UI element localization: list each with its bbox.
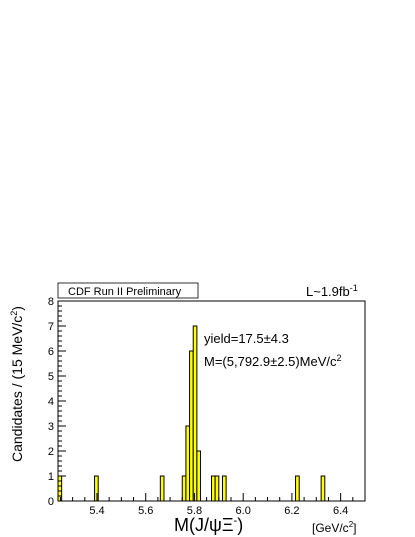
histogram-bin (159, 475, 165, 502)
histogram-bin (185, 425, 191, 502)
y-tick-label: 7 (48, 321, 54, 333)
y-tick-label: 2 (48, 446, 54, 458)
histogram-bin (196, 450, 202, 502)
histogram-bin (57, 475, 63, 502)
x-tick-label: 6.2 (284, 505, 299, 517)
x-tick-label: 6.0 (236, 505, 251, 517)
y-tick-label: 1 (48, 471, 54, 483)
x-tick-label: 6.4 (333, 505, 348, 517)
y-tick-label: 6 (48, 346, 54, 358)
histogram-bin (211, 475, 216, 502)
x-axis-label: M(J/ψΞ-) (174, 515, 243, 535)
luminosity-label: L~1.9fb-1 (306, 283, 358, 299)
y-tick-label: 5 (48, 371, 54, 383)
chart-title: CDF Run II Preliminary (68, 286, 182, 298)
histogram-bin (221, 475, 227, 502)
histogram-bin (189, 350, 194, 502)
x-tick-label: 5.8 (187, 505, 202, 517)
histogram-bin (320, 475, 326, 502)
axis-ticks: 5.4 5.6 5.8 6.0 6.2 6.4 0 1 2 3 4 5 6 7 8 (48, 296, 366, 517)
y-tick-label: 3 (48, 421, 54, 433)
histogram-bin (94, 475, 99, 502)
histogram-bin (192, 325, 198, 502)
y-tick-label: 0 (48, 496, 54, 508)
yield-annotation: yield=17.5±4.3 (204, 331, 289, 346)
y-tick-label: 8 (48, 296, 54, 308)
x-tick-label: 5.6 (138, 505, 153, 517)
mass-annotation: M=(5,792.9±2.5)MeV/c2 (204, 353, 342, 369)
y-axis-label: Candidates / (15 MeV/c2) (9, 306, 25, 462)
title-box (57, 282, 199, 299)
y-tick-label: 4 (48, 396, 54, 408)
histogram-bin (295, 475, 300, 502)
histogram-bin (214, 475, 220, 502)
histogram-bin (181, 475, 187, 502)
x-axis-unit: [GeV/c2] (312, 520, 356, 535)
x-tick-label: 5.4 (89, 505, 104, 517)
histogram-bars (57, 325, 326, 502)
